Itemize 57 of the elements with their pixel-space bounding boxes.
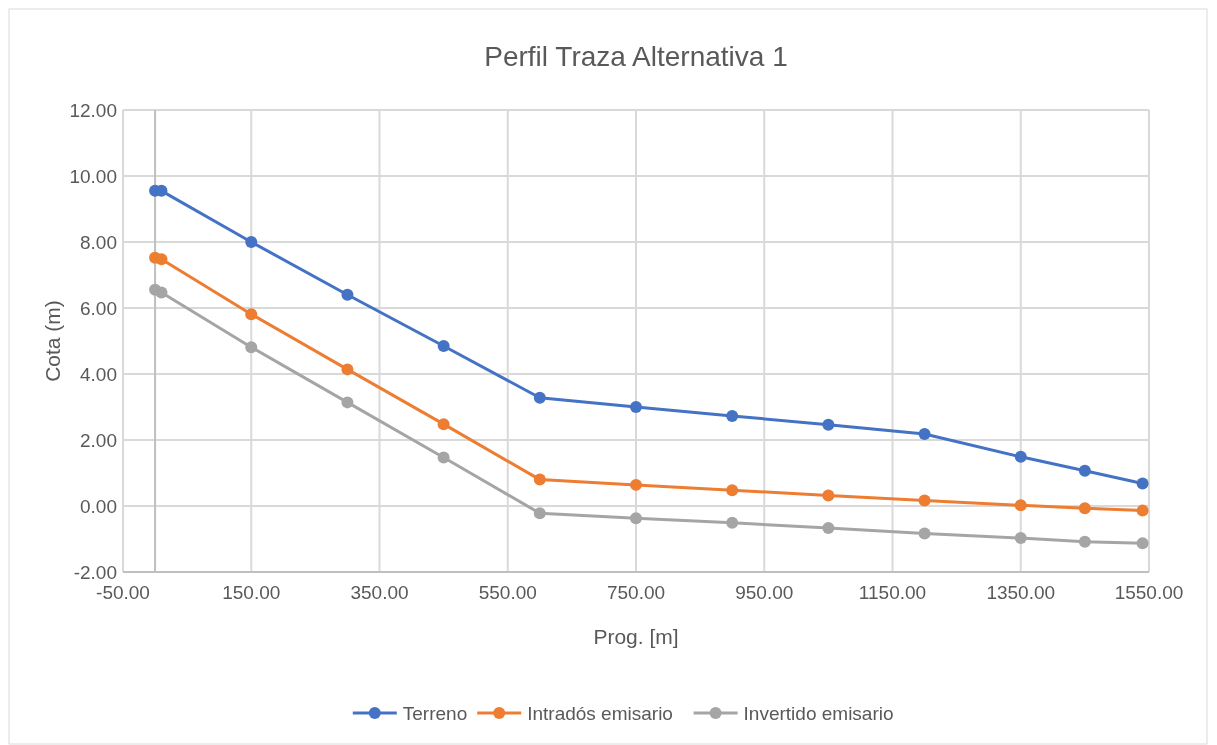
- point: [341, 396, 354, 409]
- point: [630, 401, 642, 413]
- y-tick-label: 6.00: [80, 297, 117, 319]
- point: [630, 512, 642, 525]
- x-tick-label: 950.00: [735, 582, 794, 603]
- point: [245, 341, 258, 354]
- y-tick-label: 12.00: [69, 99, 117, 121]
- point: [726, 484, 739, 497]
- x-tick-label: 1150.00: [858, 582, 927, 603]
- chart-title: Perfil Traza Alternativa 1: [484, 41, 788, 72]
- x-tick-label: -50.00: [96, 582, 150, 603]
- point: [726, 516, 739, 529]
- point: [341, 288, 354, 301]
- y-tick-label: -2.00: [73, 561, 117, 583]
- y-axis-title: Cota (m): [41, 300, 64, 382]
- y-tick-label: 2.00: [80, 429, 117, 451]
- point: [533, 507, 546, 520]
- point: [918, 527, 931, 540]
- point: [1136, 477, 1149, 490]
- y-tick-label: 8.00: [80, 231, 117, 253]
- point: [1014, 499, 1027, 512]
- point: [245, 308, 258, 321]
- point: [918, 428, 931, 441]
- point: [245, 236, 258, 248]
- point: [533, 473, 546, 486]
- x-axis-title: Prog. [m]: [593, 625, 679, 648]
- legend-label: Terreno: [402, 702, 468, 724]
- point: [437, 451, 450, 464]
- point: [630, 478, 642, 491]
- point: [1014, 532, 1027, 545]
- x-tick-label: 350.00: [350, 582, 409, 603]
- point: [1078, 464, 1091, 477]
- y-tick-label: 10.00: [69, 165, 117, 187]
- point: [437, 418, 450, 431]
- point: [822, 489, 835, 502]
- legend-label: Invertido emisario: [743, 702, 894, 724]
- point: [155, 286, 168, 299]
- x-tick-label: 150.00: [222, 582, 281, 603]
- x-tick-label: 550.00: [478, 582, 537, 603]
- point: [1014, 450, 1027, 463]
- point: [533, 391, 546, 404]
- point: [726, 409, 739, 422]
- point: [341, 363, 354, 376]
- point: [1136, 504, 1149, 517]
- point: [1078, 535, 1091, 548]
- y-tick-label: 4.00: [80, 363, 117, 385]
- point: [437, 339, 450, 352]
- y-tick-label: 0.00: [80, 495, 117, 517]
- point: [822, 522, 835, 535]
- point: [822, 418, 835, 431]
- point: [918, 494, 931, 507]
- point: [1136, 537, 1149, 550]
- point: [1078, 502, 1091, 515]
- x-tick-label: 750.00: [606, 582, 666, 603]
- x-tick-label: 1550.00: [1114, 582, 1184, 603]
- x-tick-label: 1350.00: [986, 582, 1056, 603]
- legend-label: Intradós emisario: [527, 702, 673, 724]
